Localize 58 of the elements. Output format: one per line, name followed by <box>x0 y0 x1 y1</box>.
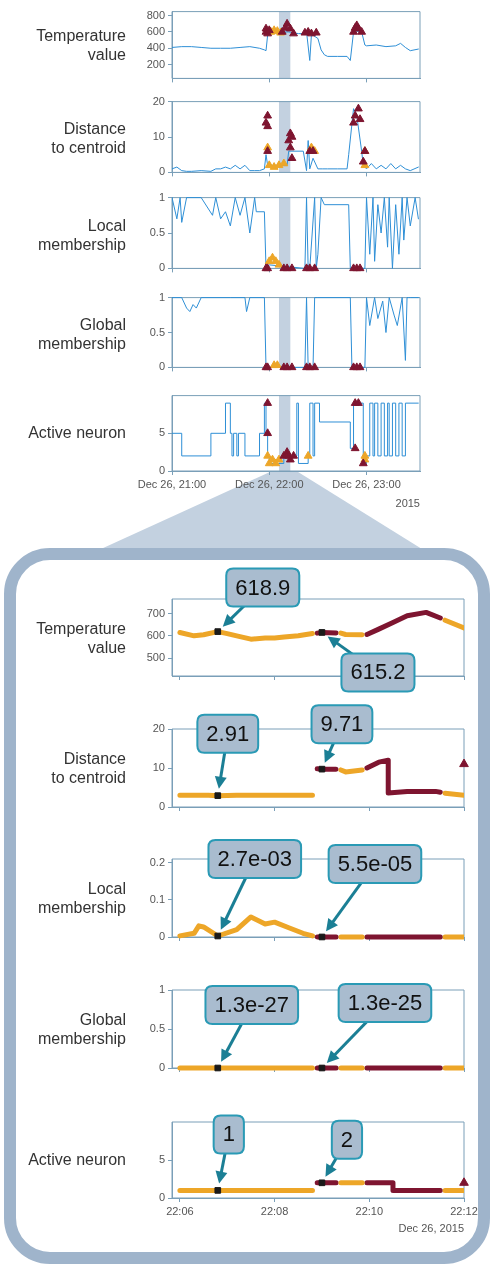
y-axis-title: Active neuron <box>27 422 126 443</box>
y-axis-title: Temperature value <box>35 25 126 65</box>
annotation: 9.71 <box>320 711 364 737</box>
annotation: 1 <box>222 1121 235 1147</box>
annotation: 1.3e-25 <box>347 990 423 1016</box>
y-axis-title: Local membership <box>36 215 126 254</box>
y-tick-label: 5 <box>158 1153 165 1166</box>
y-tick-label: 10 <box>152 761 165 774</box>
y-tick-label: 1 <box>158 983 165 996</box>
y-tick-label: 600 <box>146 628 165 641</box>
y-tick-label: 0 <box>158 800 165 813</box>
y-tick-label: 600 <box>146 25 165 37</box>
y-tick-label: 0.1 <box>149 892 165 905</box>
y-tick-label: 400 <box>146 41 165 54</box>
y-tick-label: 0 <box>158 1061 165 1074</box>
y-tick-label: 20 <box>152 722 165 735</box>
annotation: 2.7e-03 <box>217 846 293 872</box>
y-axis-title: Distance to centroid <box>50 748 126 788</box>
x-tick-label: 22:08 <box>260 1204 289 1217</box>
y-tick-label: 10 <box>152 130 165 143</box>
x-tick-label: 22:10 <box>355 1204 384 1217</box>
y-tick-label: 0 <box>158 360 165 373</box>
y-tick-label: 800 <box>146 8 165 21</box>
y-tick-label: 0.5 <box>149 1022 165 1035</box>
annotation: 1.3e-27 <box>214 992 290 1018</box>
y-axis-title: Distance to centroid <box>50 118 126 158</box>
y-tick-label: 0.5 <box>149 226 165 239</box>
y-tick-label: 20 <box>152 94 165 107</box>
y-tick-label: 500 <box>146 651 165 664</box>
y-tick-label: 5 <box>158 426 165 439</box>
y-axis-title: Active neuron <box>27 1150 126 1170</box>
y-tick-label: 0.5 <box>149 325 165 338</box>
x-tick-label: 22:06 <box>166 1204 194 1217</box>
x-tick-label: Dec 26, 22:00 <box>235 477 304 490</box>
y-tick-label: 0.2 <box>149 855 165 868</box>
y-tick-label: 200 <box>146 57 165 70</box>
y-tick-label: 0 <box>158 1191 165 1204</box>
y-tick-label: 1 <box>158 290 165 303</box>
x-tick-label: Dec 26, 21:00 <box>137 477 207 490</box>
y-tick-label: 0 <box>158 261 165 274</box>
y-tick-label: 1 <box>158 190 165 203</box>
annotation: 5.5e-05 <box>337 851 413 877</box>
x-axis-title: 2015 <box>395 497 420 510</box>
annotation: 618.9 <box>235 574 291 600</box>
y-tick-label: 0 <box>158 930 165 943</box>
x-axis-title: Dec 26, 2015 <box>398 1222 464 1235</box>
annotation: 2.91 <box>206 720 250 746</box>
x-tick-label: 22:12 <box>450 1204 478 1217</box>
x-tick-label: Dec 26, 23:00 <box>332 477 401 490</box>
y-tick-label: 0 <box>158 464 165 477</box>
y-tick-label: 700 <box>146 606 165 619</box>
y-axis-title: Temperature value <box>35 618 126 657</box>
y-tick-label: 0 <box>158 165 165 178</box>
y-axis-title: Local membership <box>36 878 126 918</box>
annotation: 2 <box>340 1126 354 1152</box>
annotation: 615.2 <box>350 659 406 685</box>
y-axis-title: Global membership <box>36 1009 126 1049</box>
y-axis-title: Global membership <box>36 314 126 353</box>
